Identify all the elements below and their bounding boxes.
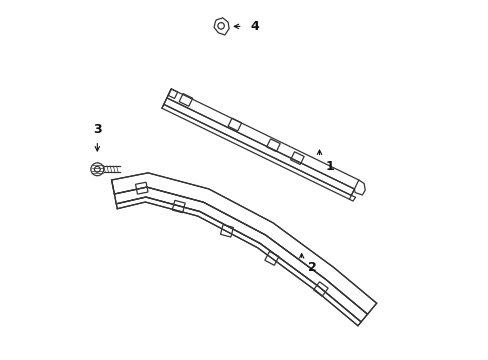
Text: 1: 1 — [325, 160, 334, 173]
Text: 2: 2 — [307, 261, 316, 274]
Text: 4: 4 — [250, 20, 259, 33]
Text: 3: 3 — [93, 123, 102, 136]
